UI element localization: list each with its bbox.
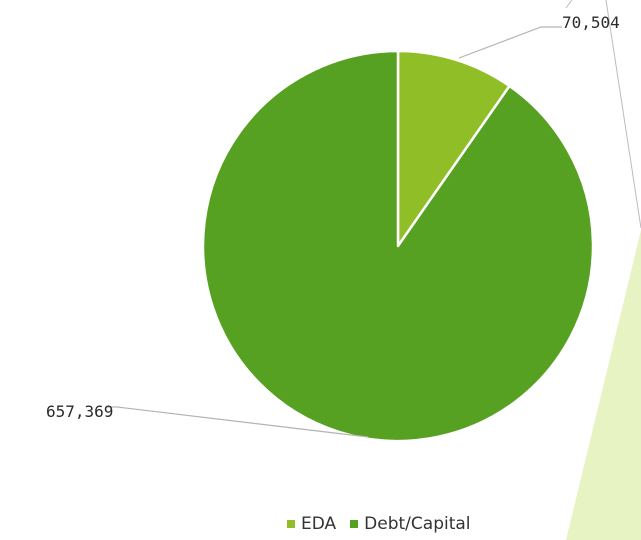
pie-slice-eda (396, 49, 511, 248)
accent-line-short (565, 0, 573, 9)
pie-slices (201, 49, 595, 443)
legend-item-eda: EDA (287, 514, 336, 534)
accent-line (605, 0, 641, 229)
leader-lines (107, 26, 562, 438)
legend-item-debt-capital: Debt/Capital (350, 514, 471, 534)
chart-legend: EDA Debt/Capital (287, 512, 471, 536)
data-label-eda: 70,504 (562, 13, 620, 32)
accent-wedge (566, 230, 641, 540)
leader-line-debt-capital (107, 406, 369, 438)
legend-swatch-eda (287, 520, 295, 528)
leader-line-eda (458, 26, 562, 59)
data-label-debt-capital: 657,369 (46, 402, 113, 421)
pie-slice-debt-capital (201, 49, 595, 443)
legend-swatch-debt-capital (350, 520, 359, 528)
legend-label-eda: EDA (301, 514, 337, 534)
legend-label-debt-capital: Debt/Capital (364, 514, 471, 534)
